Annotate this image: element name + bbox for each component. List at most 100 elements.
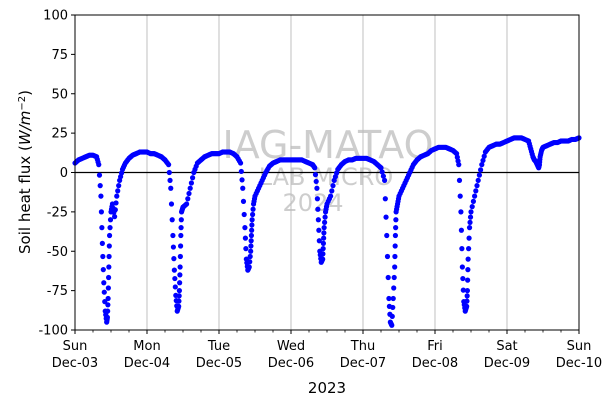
- data-point: [330, 183, 336, 189]
- data-point: [249, 227, 255, 233]
- data-point: [459, 246, 465, 252]
- x-tick-day: Thu: [350, 339, 375, 354]
- data-point: [172, 284, 178, 290]
- x-tick-day: Sun: [567, 339, 592, 354]
- data-point: [312, 165, 318, 171]
- y-axis-ticks: -100 -75 -50 -25 0 25 50 75 100: [38, 9, 75, 339]
- data-point: [479, 162, 485, 168]
- data-point: [178, 232, 184, 239]
- data-point: [384, 232, 390, 239]
- data-point: [320, 246, 326, 252]
- data-point: [184, 201, 190, 207]
- data-point: [96, 162, 102, 168]
- data-point: [106, 232, 113, 239]
- data-point: [313, 178, 319, 185]
- data-point: [465, 256, 471, 262]
- data-point: [178, 217, 184, 223]
- data-point: [113, 200, 119, 206]
- data-point: [104, 314, 110, 320]
- data-point: [106, 264, 112, 270]
- data-point: [240, 198, 247, 204]
- y-tick-label: -50: [47, 245, 68, 260]
- data-point: [467, 219, 473, 225]
- data-point: [321, 235, 327, 241]
- data-point: [96, 172, 103, 178]
- watermark-line-2: LAB MICRO: [259, 163, 394, 191]
- data-point: [178, 243, 184, 249]
- data-point: [378, 165, 384, 171]
- data-point: [105, 302, 111, 308]
- x-tick-date: Dec-09: [484, 356, 530, 371]
- data-point: [474, 183, 480, 189]
- data-point: [316, 227, 322, 233]
- data-point: [456, 177, 463, 183]
- y-tick-label: 75: [51, 48, 68, 63]
- data-point: [99, 240, 105, 246]
- data-point: [320, 240, 326, 246]
- data-point: [107, 217, 114, 223]
- data-point: [250, 211, 256, 218]
- data-point: [116, 183, 122, 189]
- x-tick-date: Dec-06: [268, 356, 314, 371]
- x-tick-date: Dec-03: [52, 356, 98, 371]
- data-point: [321, 230, 327, 236]
- data-point: [171, 267, 177, 273]
- data-point: [106, 243, 112, 249]
- data-point: [466, 246, 472, 252]
- data-point: [329, 188, 335, 194]
- data-point: [382, 177, 388, 183]
- data-point: [190, 175, 196, 181]
- data-point: [316, 238, 322, 244]
- data-point: [466, 225, 473, 231]
- data-point: [475, 177, 481, 183]
- data-point: [390, 304, 396, 311]
- data-point: [171, 256, 177, 262]
- data-point: [460, 287, 466, 293]
- data-point: [170, 244, 176, 250]
- data-point: [98, 193, 104, 199]
- data-point: [392, 232, 398, 239]
- x-tick-date: Dec-07: [340, 356, 386, 371]
- data-point: [100, 267, 106, 273]
- data-point: [328, 193, 334, 199]
- data-point: [112, 214, 118, 220]
- data-point: [464, 293, 470, 299]
- data-point: [457, 193, 463, 199]
- data-point: [177, 272, 183, 278]
- data-point: [101, 289, 107, 295]
- data-point: [177, 253, 183, 260]
- data-point: [242, 235, 248, 241]
- data-point: [169, 217, 175, 223]
- data-point: [464, 288, 470, 294]
- data-point: [166, 169, 172, 176]
- data-point: [248, 248, 254, 254]
- data-point: [391, 285, 397, 291]
- data-point: [393, 217, 399, 223]
- data-point: [241, 211, 247, 218]
- data-point: [465, 277, 471, 283]
- data-point: [464, 298, 470, 304]
- data-point: [176, 288, 182, 294]
- data-point: [176, 298, 182, 304]
- data-point: [315, 217, 321, 223]
- x-tick-day: Wed: [277, 339, 305, 354]
- data-point: [170, 232, 176, 239]
- data-point: [249, 222, 255, 228]
- x-tick-day: Sun: [63, 339, 88, 354]
- data-point: [105, 308, 111, 314]
- data-point: [320, 251, 326, 257]
- data-point: [465, 267, 471, 273]
- data-point: [248, 243, 254, 249]
- data-point: [380, 173, 386, 179]
- data-point: [464, 303, 470, 309]
- x-tick-day: Tue: [207, 339, 230, 354]
- data-point: [456, 162, 462, 168]
- data-point: [167, 177, 173, 183]
- y-tick-label: 100: [43, 9, 68, 24]
- data-point: [166, 162, 172, 168]
- data-point: [472, 193, 478, 199]
- y-tick-label: 0: [60, 166, 68, 181]
- x-tick-date: Dec-04: [124, 356, 170, 371]
